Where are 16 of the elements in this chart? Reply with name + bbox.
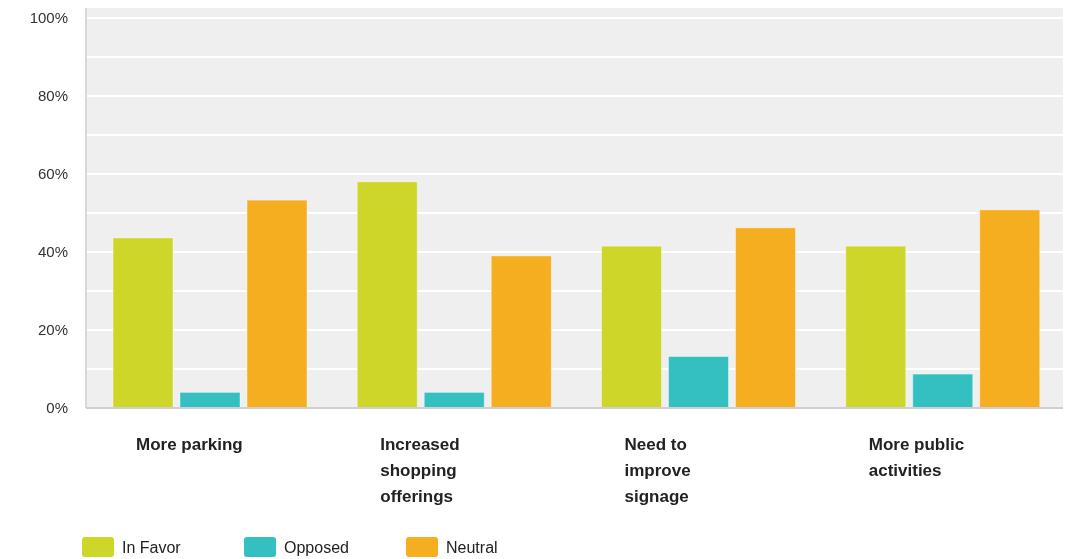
bar: [912, 373, 974, 409]
x-tick-label: Increased shopping offerings: [380, 435, 460, 506]
legend-label: Neutral: [446, 538, 498, 556]
y-tick-label: 60%: [37, 165, 68, 183]
x-tick-label: More parking: [136, 435, 243, 454]
y-tick-label: 80%: [37, 87, 68, 105]
y-tick-label: 40%: [37, 243, 68, 261]
x-tick-label: More public activities: [868, 435, 965, 480]
legend-label: In Favor: [122, 538, 182, 556]
legend-label: Opposed: [284, 538, 349, 556]
y-tick-label: 0%: [46, 399, 68, 417]
bar: [179, 391, 241, 409]
y-tick-label: 20%: [37, 321, 68, 339]
bar: [423, 391, 485, 409]
x-tick-label: Need to improve signage: [624, 435, 691, 506]
y-tick-label: 100%: [29, 9, 68, 27]
